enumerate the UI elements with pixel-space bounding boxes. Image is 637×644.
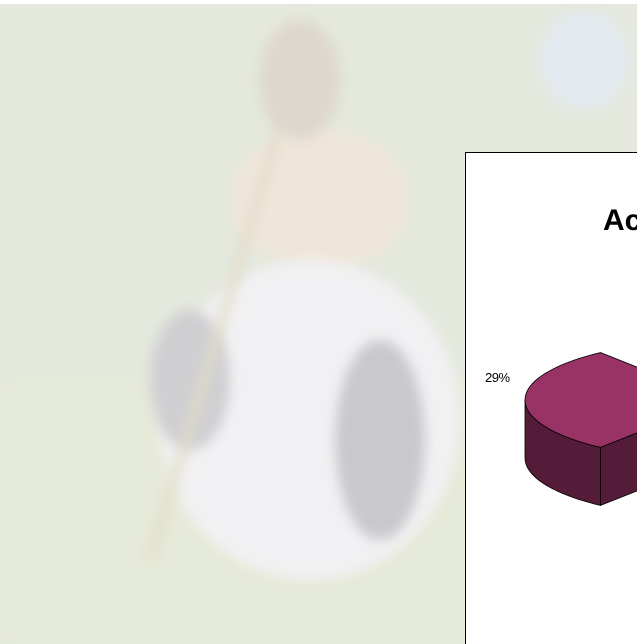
pie-slice bbox=[524, 352, 637, 448]
pie-slice-cut bbox=[600, 432, 637, 506]
chart-title: Ac bbox=[603, 204, 637, 237]
chart: Ac 29% bbox=[485, 204, 637, 506]
data-label: 29% bbox=[485, 370, 510, 385]
